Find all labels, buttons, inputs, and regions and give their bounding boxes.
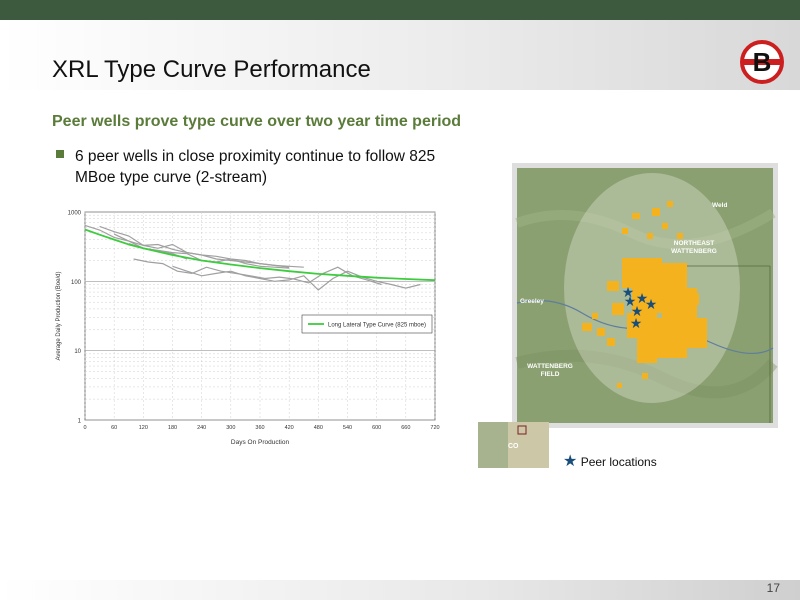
peer-star-6: ★	[630, 316, 643, 332]
legend-box	[301, 314, 433, 334]
inset-label-co: CO	[508, 443, 519, 450]
inset-location-box	[517, 425, 527, 435]
page-number: 17	[766, 581, 780, 595]
peer-star-4: ★	[645, 297, 658, 313]
y-tick-label: 1	[78, 419, 82, 425]
footer-bar	[0, 580, 800, 600]
peer-locations-label: Peer locations	[580, 455, 657, 469]
map-label-field-1: WATTENBERG	[527, 363, 573, 370]
map-label-field-2: FIELD	[541, 371, 560, 378]
peer-well-line-6	[172, 265, 421, 291]
type-curve-chart: 1 10 100 1000 0 60 120 180 240 300 360 420 480 540 600…	[56, 211, 440, 447]
top-bar	[0, 0, 800, 20]
peer-locations-legend: ★ Peer locations	[563, 451, 657, 471]
acreage-blocks	[582, 201, 707, 388]
bullet-marker	[56, 150, 64, 158]
x-tick-label: 720	[430, 425, 439, 431]
peer-star-1: ★	[622, 285, 635, 301]
map-label-northeast: NORTHEAST	[674, 240, 714, 247]
y-axis-label: Average Daily Production (Boe/d)	[56, 272, 62, 361]
y-tick-label: 1000	[68, 211, 82, 217]
peer-location-stars: ★ ★ ★ ★ ★ ★	[622, 285, 658, 332]
peer-well-line-1	[84, 224, 188, 260]
y-tick-label: 100	[71, 280, 82, 286]
colorado-inset-map: CO	[478, 422, 549, 468]
star-icon: ★	[563, 453, 578, 470]
map-label-weld: Weld	[712, 202, 727, 209]
peer-star-5: ★	[631, 304, 644, 320]
logo-letter: B	[753, 47, 772, 77]
peer-well-line-5	[133, 258, 382, 286]
x-tick-label: 420	[285, 425, 294, 431]
bullet-text: 6 peer wells in close proximity continue…	[75, 148, 436, 186]
title-band	[0, 20, 800, 90]
peer-well-line-3	[113, 233, 304, 268]
slide-subtitle: Peer wells prove type curve over two yea…	[52, 113, 462, 130]
x-tick-label: 480	[314, 425, 323, 431]
map-label-greeley: Greeley	[520, 298, 544, 305]
x-tick-label: 0	[83, 425, 86, 431]
x-tick-label: 120	[139, 425, 148, 431]
map-label-wattenberg: WATTENBERG	[671, 248, 717, 255]
x-tick-label: 300	[226, 425, 235, 431]
x-tick-label: 540	[343, 425, 352, 431]
x-tick-label: 600	[372, 425, 381, 431]
x-tick-label: 180	[168, 425, 177, 431]
peer-star-2: ★	[624, 294, 637, 310]
x-tick-label: 240	[197, 425, 206, 431]
y-tick-label: 10	[74, 349, 81, 355]
slide-title: XRL Type Curve Performance	[52, 56, 371, 83]
wattenberg-map: ★ ★ ★ ★ ★ ★ Weld NORTHEAST WATTENBERG Gr…	[512, 163, 778, 428]
x-tick-label: 660	[401, 425, 410, 431]
x-axis-label: Days On Production	[231, 439, 290, 446]
legend-entry: Long Lateral Type Curve (825 mboe)	[328, 323, 426, 329]
type-curve-line	[84, 228, 436, 282]
company-logo: B	[740, 40, 784, 84]
x-tick-label: 60	[111, 425, 117, 431]
x-tick-label: 360	[255, 425, 264, 431]
peer-star-3: ★	[636, 291, 649, 307]
